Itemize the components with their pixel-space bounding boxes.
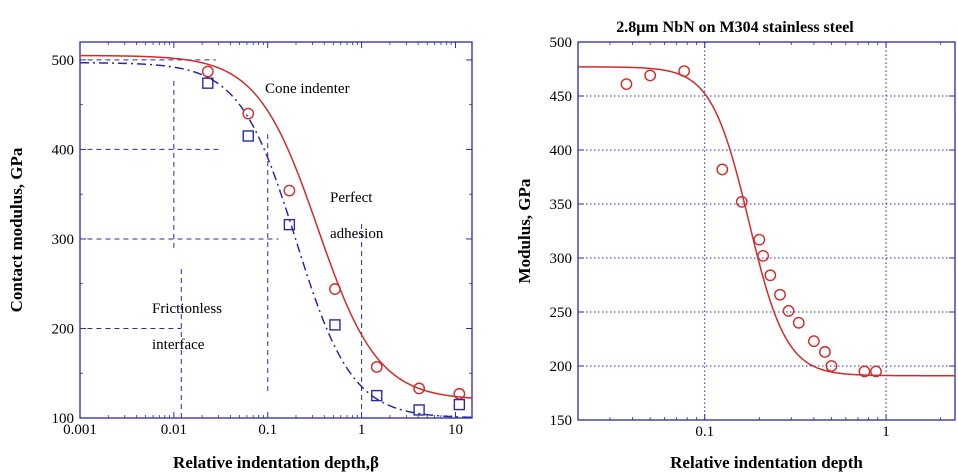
x-tick-label: 0.1 <box>258 422 277 438</box>
series-0-point-0 <box>620 78 633 91</box>
x-axis-label: Relative indentation depth <box>670 453 863 472</box>
y-axis-label: Contact modulus, GPa <box>7 147 26 312</box>
chart-modulus-nbn: 2.8μm NbN on M304 stainless steel 0.1 1 15… <box>515 19 956 472</box>
series-1-point-3 <box>329 319 341 331</box>
series-0-point-4 <box>735 195 748 208</box>
series-0-point-1 <box>242 107 255 120</box>
series-1-point-6 <box>453 398 466 411</box>
series-0-point-13 <box>825 360 838 372</box>
series-0-point-2 <box>678 65 691 78</box>
series-0-point-15 <box>870 365 882 378</box>
y-tick-label: 250 <box>550 305 573 321</box>
chart2-title: 2.8μm NbN on M304 stainless steel <box>616 19 854 36</box>
x-tick-label: 0.1 <box>695 424 714 440</box>
y-tick-label: 450 <box>550 89 573 105</box>
series-0-point-3 <box>716 163 729 176</box>
series-0-point-6 <box>757 249 770 262</box>
chart-contact-modulus: 0.001 0.01 0.1 1 10 100 200 300 400 500 Relative i… <box>7 41 473 472</box>
series-0-point-12 <box>819 346 831 358</box>
y-tick-label: 350 <box>550 197 573 213</box>
series-0-point-5 <box>753 233 766 246</box>
series-0-fit-curve <box>577 66 955 377</box>
series-1-point-4 <box>371 389 383 402</box>
series-0-point-4 <box>370 361 383 373</box>
x-tick-label: 0.001 <box>63 422 97 438</box>
y-tick-label: 150 <box>550 413 573 429</box>
annotation-3: Frictionless <box>152 301 222 317</box>
y-axis-label: Modulus, GPa <box>515 178 534 283</box>
y-tick-label: 300 <box>52 232 75 248</box>
y-tick-label: 200 <box>550 359 573 375</box>
x-tick-label: 1 <box>882 424 890 440</box>
series-0-point-10 <box>792 316 805 329</box>
series-0-point-9 <box>782 305 795 317</box>
series-0-point-1 <box>644 69 657 82</box>
x-tick-label: 0.01 <box>161 422 187 438</box>
series-0-point-8 <box>774 288 786 301</box>
series-0-point-14 <box>858 365 871 378</box>
series-0-point-7 <box>764 269 777 282</box>
series-0-point-11 <box>808 335 820 348</box>
series-1-point-5 <box>413 404 425 416</box>
series-0-point-0 <box>201 65 214 78</box>
annotation-2: adhesion <box>330 226 384 242</box>
series-0-fit-curve <box>79 54 473 399</box>
series-1-fit-curve <box>79 62 473 419</box>
plot-frame <box>79 41 473 419</box>
annotation-0: Cone indenter <box>265 81 350 97</box>
y-tick-label: 400 <box>550 143 573 159</box>
y-tick-label: 400 <box>52 142 75 158</box>
series-0-point-5 <box>413 382 426 395</box>
x-tick-label: 10 <box>448 422 463 438</box>
y-tick-label: 200 <box>52 321 75 337</box>
series-0-point-2 <box>283 184 296 197</box>
y-tick-label: 500 <box>52 53 75 69</box>
series-1-point-1 <box>242 130 254 142</box>
series-0-point-3 <box>329 283 341 295</box>
y-tick-label: 100 <box>52 411 75 427</box>
x-tick-label: 1 <box>358 422 366 438</box>
x-axis-label: Relative indentation depth,β <box>173 453 379 472</box>
annotation-4: interface <box>152 337 205 353</box>
series-1-point-0 <box>202 77 214 89</box>
y-tick-label: 500 <box>550 35 573 51</box>
annotation-1: Perfect <box>330 190 373 206</box>
series-1-point-2 <box>283 218 296 231</box>
plot-frame <box>577 41 956 421</box>
y-tick-label: 300 <box>550 251 573 267</box>
